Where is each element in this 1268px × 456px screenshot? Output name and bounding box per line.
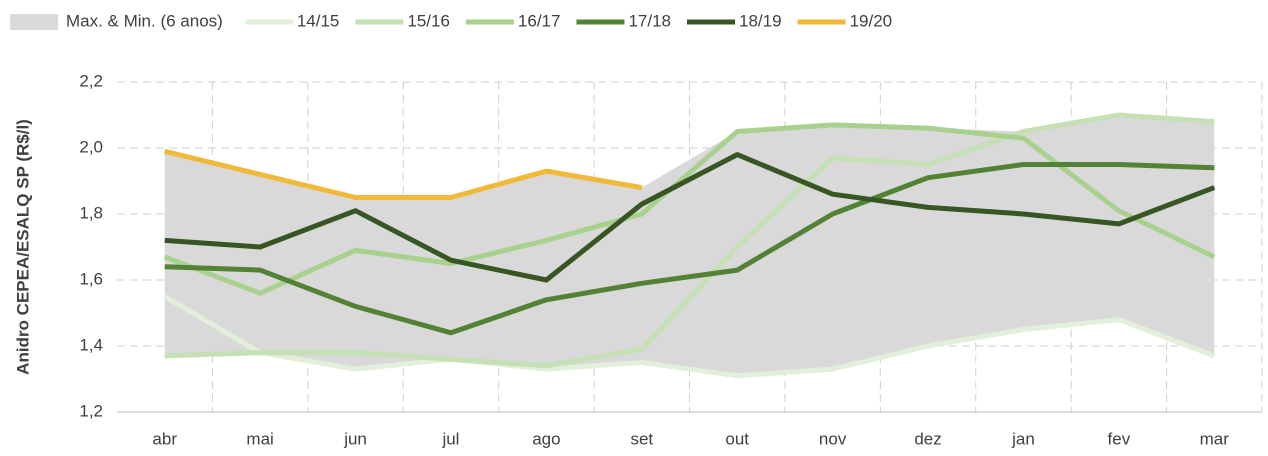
y-tick-label: 1,6: [79, 269, 103, 288]
y-tick-label: 1,2: [79, 401, 103, 420]
legend-label: 19/20: [850, 11, 893, 30]
x-tick-label: jun: [343, 429, 367, 448]
y-tick-label: 1,8: [79, 203, 103, 222]
legend-label: 15/16: [407, 11, 450, 30]
legend-label: 14/15: [297, 11, 340, 30]
series-line: [163, 294, 1216, 379]
y-tick-label: 2,2: [79, 71, 103, 90]
legend-label: 16/17: [518, 11, 561, 30]
x-tick-label: fev: [1108, 429, 1131, 448]
x-tick-label: mai: [246, 429, 273, 448]
y-axis-label: Anidro CEPEA/ESALQ SP (R$/l): [13, 119, 32, 375]
series-line: [164, 112, 1215, 369]
legend-label: 18/19: [739, 11, 782, 30]
x-tick-label: dez: [914, 429, 941, 448]
y-tick-label: 1,4: [79, 335, 103, 354]
x-tick-label: mar: [1200, 429, 1230, 448]
legend-swatch: [10, 14, 58, 30]
x-tick-label: nov: [819, 429, 847, 448]
series-line: [163, 122, 1216, 296]
x-tick-label: out: [725, 429, 749, 448]
y-tick-label: 2,0: [79, 137, 103, 156]
x-tick-label: jul: [441, 429, 459, 448]
min-max-area: [164, 115, 1215, 376]
x-tick-label: ago: [532, 429, 560, 448]
x-tick-label: jan: [1011, 429, 1035, 448]
series-line: [164, 162, 1215, 336]
x-tick-label: set: [630, 429, 653, 448]
legend-label: Max. & Min. (6 anos): [66, 11, 223, 30]
x-tick-label: abr: [152, 429, 177, 448]
series-line: [164, 152, 1216, 283]
legend-label: 17/18: [628, 11, 671, 30]
series-line: [164, 148, 643, 200]
